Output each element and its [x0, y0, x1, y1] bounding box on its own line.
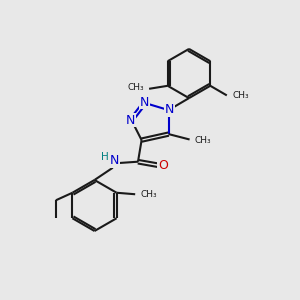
- Text: CH₃: CH₃: [127, 83, 144, 92]
- Text: CH₃: CH₃: [195, 136, 211, 145]
- Text: CH₃: CH₃: [141, 190, 157, 199]
- Text: N: N: [126, 113, 136, 127]
- Text: CH₃: CH₃: [232, 91, 249, 100]
- Text: O: O: [158, 159, 168, 172]
- Text: H: H: [101, 152, 109, 162]
- Text: N: N: [110, 154, 119, 167]
- Text: N: N: [140, 96, 149, 109]
- Text: N: N: [164, 103, 174, 116]
